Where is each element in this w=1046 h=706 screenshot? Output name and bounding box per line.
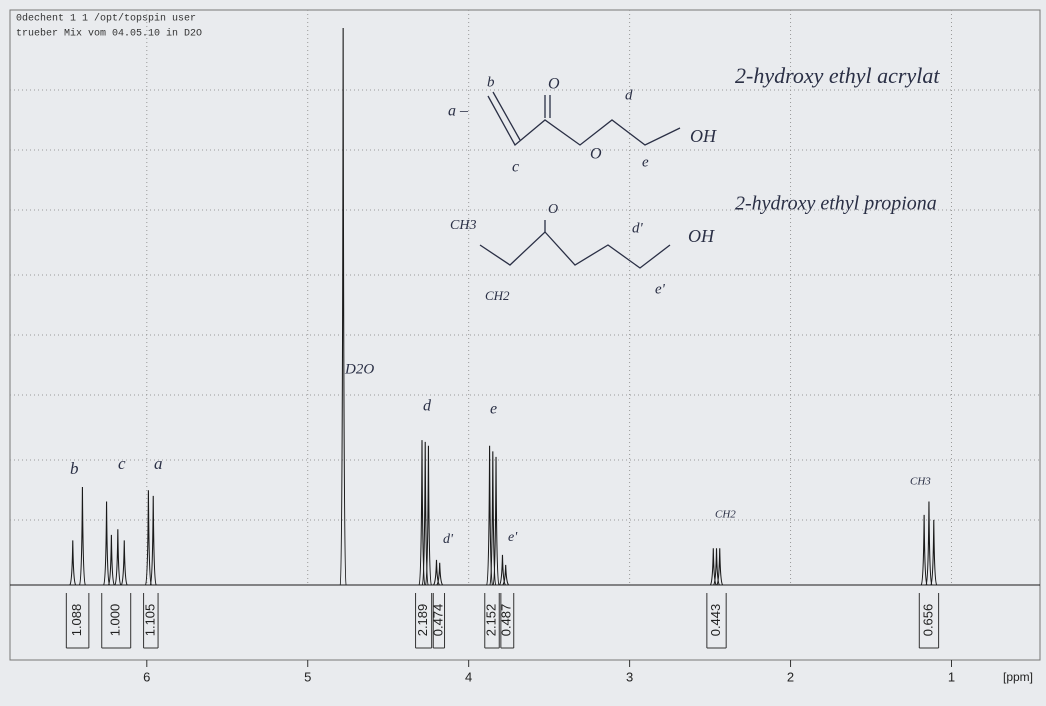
handwritten-note: O: [590, 146, 602, 163]
peak: [114, 529, 122, 586]
header-line: trueber Mix vom 04.05.10 in D2O: [16, 28, 202, 40]
handwritten-note: e': [508, 530, 518, 545]
integral-label: 0.487: [499, 604, 514, 637]
peak: [436, 562, 444, 586]
peak: [925, 501, 933, 586]
handwritten-note: CH2: [715, 509, 736, 521]
handwritten-note: c: [512, 159, 519, 176]
peak: [103, 501, 111, 586]
integral-bracket: [143, 593, 159, 649]
handwritten-note: CH3: [450, 218, 476, 233]
x-tick-label: 2: [787, 669, 794, 684]
handwritten-note: a –: [448, 103, 469, 120]
handwritten-note: e': [655, 281, 666, 297]
peak: [492, 456, 500, 586]
peak: [149, 495, 157, 586]
handwritten-note: b: [487, 74, 495, 90]
integral-bracket: [101, 593, 132, 649]
handwritten-note: d: [423, 398, 432, 415]
peak: [144, 490, 152, 586]
handwritten-note: CH2: [485, 288, 510, 303]
integral-label: 0.656: [920, 604, 935, 637]
structure-drawing: [479, 91, 681, 269]
integral-bracket: [706, 593, 727, 649]
integral-label: 0.474: [430, 604, 445, 637]
peak: [107, 534, 115, 586]
handwritten-note: d': [632, 220, 644, 236]
x-tick-label: 3: [626, 669, 633, 684]
integral-bracket: [432, 593, 446, 649]
handwritten-note: CH3: [910, 476, 931, 488]
handwritten-note: e: [642, 154, 649, 170]
x-tick-label: 6: [143, 669, 150, 684]
peak: [424, 445, 432, 586]
integral-bracket: [415, 593, 433, 649]
integral-bracket: [65, 593, 90, 649]
integral-label: 1.105: [142, 604, 157, 637]
handwritten-note: D2O: [344, 361, 374, 377]
x-axis-label: [ppm]: [1003, 670, 1033, 684]
peak: [78, 486, 86, 586]
handwritten-note: d: [625, 87, 633, 103]
peak: [502, 564, 510, 586]
peak: [339, 27, 347, 586]
handwritten-note: OH: [688, 226, 715, 246]
x-tick-label: 4: [465, 669, 472, 684]
integral-label: 1.088: [69, 604, 84, 637]
integral-bracket: [918, 593, 940, 649]
peak: [930, 519, 938, 586]
handwritten-note: O: [548, 76, 560, 93]
peak: [920, 514, 928, 586]
handwritten-note: d': [443, 532, 454, 547]
handwritten-note: O: [548, 202, 558, 217]
integral-label: 2.189: [415, 604, 430, 637]
integral-label: 1.000: [108, 604, 123, 637]
x-tick-label: 5: [304, 669, 311, 684]
peak: [716, 548, 724, 586]
handwritten-note: 2-hydroxy ethyl propiona: [735, 193, 937, 215]
handwritten-note: a: [154, 454, 163, 473]
peak: [120, 540, 128, 586]
handwritten-note: e: [490, 401, 497, 418]
header-line: 0dechent 1 1 /opt/topspin user: [16, 13, 196, 25]
integral-bracket: [500, 593, 515, 649]
x-tick-label: 1: [948, 669, 955, 684]
peak: [69, 540, 77, 586]
handwritten-note: c: [118, 454, 126, 473]
handwritten-note: b: [70, 459, 79, 478]
integral-bracket: [484, 593, 500, 649]
integral-label: 0.443: [708, 604, 723, 637]
integral-label: 2.152: [483, 604, 498, 637]
handwritten-note: 2-hydroxy ethyl acrylat: [735, 63, 940, 88]
handwritten-note: OH: [690, 126, 717, 146]
